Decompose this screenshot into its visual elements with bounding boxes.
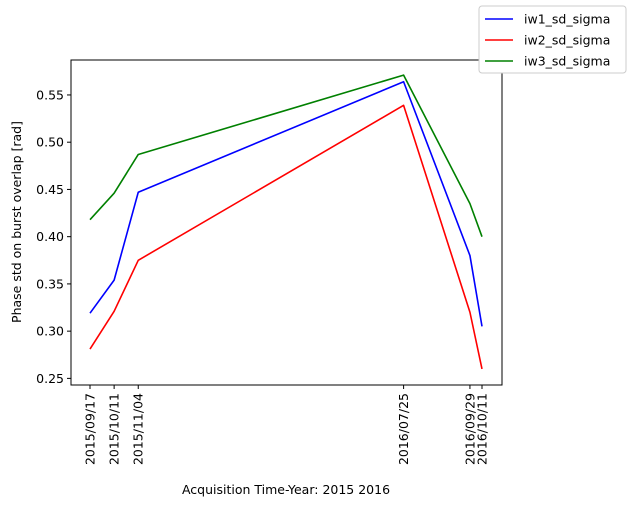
legend: iw1_sd_sigma iw2_sd_sigma iw3_sd_sigma: [478, 5, 627, 74]
y-tick-label: 0.55: [36, 87, 64, 102]
y-tick-label: 0.40: [36, 229, 64, 244]
series-line-iw1_sd_sigma: [89, 80, 483, 327]
y-tick-label: 0.30: [36, 324, 64, 339]
x-tick-label: 2015/09/17: [83, 393, 98, 465]
y-tick-label: 0.50: [36, 135, 64, 150]
x-axis-label: Acquisition Time-Year: 2015 2016: [182, 482, 390, 497]
y-tick-label: 0.45: [36, 182, 64, 197]
x-axis-ticks: 2015/09/17 2015/10/11 2015/11/04 2016/07/25…: [83, 385, 490, 465]
y-tick-label: 0.25: [36, 371, 64, 386]
plot-area: [70, 59, 503, 386]
legend-label: iw1_sd_sigma: [524, 12, 610, 27]
series-line-iw2_sd_sigma: [89, 104, 483, 370]
x-tick-label: 2016/10/11: [475, 393, 490, 465]
series-lines: [89, 74, 483, 370]
legend-box: [478, 5, 627, 74]
x-tick-label: 2016/09/29: [462, 393, 477, 465]
x-tick-label: 2015/10/11: [107, 393, 122, 465]
legend-items: iw1_sd_sigma iw2_sd_sigma iw3_sd_sigma: [485, 12, 610, 69]
x-tick-label: 2016/07/25: [396, 393, 411, 465]
y-axis-label: Phase std on burst overlap [rad]: [9, 121, 24, 323]
legend-label: iw2_sd_sigma: [524, 33, 610, 48]
x-tick-label: 2015/11/04: [131, 393, 146, 465]
legend-label: iw3_sd_sigma: [524, 54, 610, 69]
series-line-iw3_sd_sigma: [89, 74, 483, 237]
y-tick-label: 0.35: [36, 276, 64, 291]
y-axis-ticks: 0.25 0.30 0.35 0.40 0.45 0.50 0.55: [36, 87, 71, 386]
